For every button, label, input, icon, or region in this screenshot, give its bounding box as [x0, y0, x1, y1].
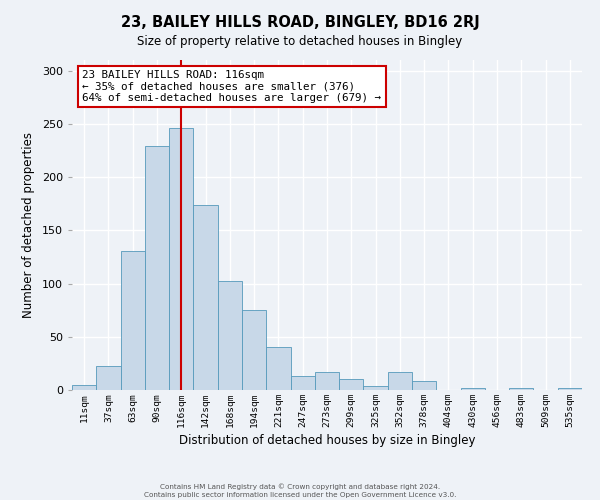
Bar	[266, 348, 290, 390]
Bar	[193, 205, 218, 390]
Text: Contains HM Land Registry data © Crown copyright and database right 2024.
Contai: Contains HM Land Registry data © Crown c…	[144, 484, 456, 498]
Bar	[242, 310, 266, 390]
Bar	[72, 384, 96, 390]
Bar	[169, 128, 193, 390]
Bar	[509, 388, 533, 390]
Bar	[558, 388, 582, 390]
X-axis label: Distribution of detached houses by size in Bingley: Distribution of detached houses by size …	[179, 434, 475, 447]
Bar	[290, 376, 315, 390]
Bar	[218, 282, 242, 390]
Bar	[364, 386, 388, 390]
Bar	[96, 366, 121, 390]
Bar	[121, 250, 145, 390]
Bar	[388, 372, 412, 390]
Bar	[315, 372, 339, 390]
Bar	[412, 382, 436, 390]
Text: 23 BAILEY HILLS ROAD: 116sqm
← 35% of detached houses are smaller (376)
64% of s: 23 BAILEY HILLS ROAD: 116sqm ← 35% of de…	[82, 70, 381, 103]
Y-axis label: Number of detached properties: Number of detached properties	[22, 132, 35, 318]
Text: Size of property relative to detached houses in Bingley: Size of property relative to detached ho…	[137, 35, 463, 48]
Text: 23, BAILEY HILLS ROAD, BINGLEY, BD16 2RJ: 23, BAILEY HILLS ROAD, BINGLEY, BD16 2RJ	[121, 15, 479, 30]
Bar	[145, 146, 169, 390]
Bar	[461, 388, 485, 390]
Bar	[339, 380, 364, 390]
